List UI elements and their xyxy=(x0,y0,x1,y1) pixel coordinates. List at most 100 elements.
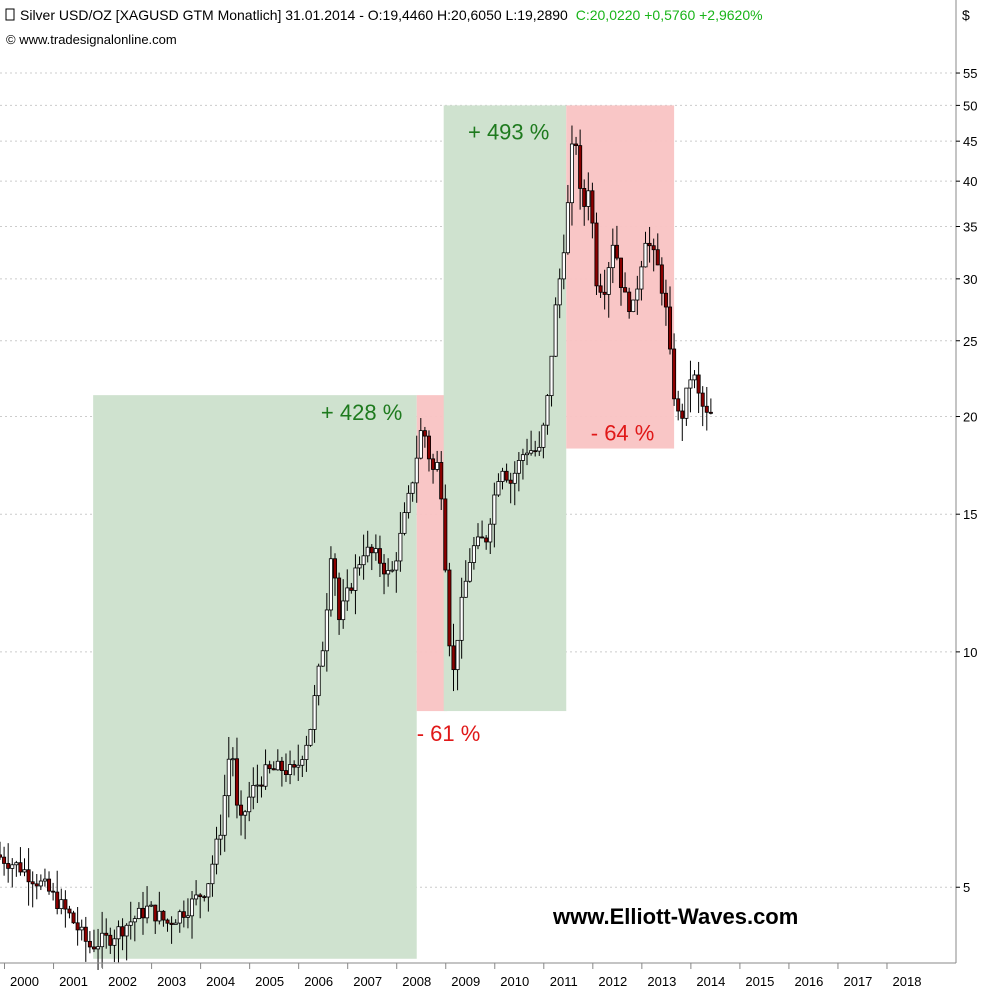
candle-body xyxy=(668,306,673,350)
y-tick-label-35: 35 xyxy=(963,220,977,235)
candle-body xyxy=(377,548,382,564)
candle xyxy=(525,438,530,466)
x-tick-label-2004: 2004 xyxy=(206,974,235,989)
candle xyxy=(672,333,677,406)
candle xyxy=(22,858,27,877)
candle-body xyxy=(463,580,468,598)
candle-body xyxy=(373,548,378,554)
candle xyxy=(451,623,456,692)
candle-body xyxy=(639,266,644,290)
candle xyxy=(606,261,611,318)
candle xyxy=(631,299,636,313)
candle xyxy=(386,558,391,587)
candle xyxy=(112,929,117,963)
candle xyxy=(659,257,664,306)
candle xyxy=(296,744,301,781)
candle-body xyxy=(414,457,419,484)
candle xyxy=(6,843,11,883)
candle-body xyxy=(610,244,615,269)
y-tick-label-45: 45 xyxy=(963,134,977,149)
candle xyxy=(63,890,68,928)
candle xyxy=(42,868,47,887)
percentage-zones xyxy=(93,105,675,959)
candle-body xyxy=(590,190,595,224)
candle xyxy=(333,553,338,596)
candle-body xyxy=(337,577,342,621)
candle-body xyxy=(165,919,170,924)
candle xyxy=(561,234,566,290)
candle-body xyxy=(426,435,431,460)
candle-body xyxy=(578,145,583,189)
candle xyxy=(398,512,403,572)
candle xyxy=(590,182,595,239)
candle-body xyxy=(263,764,268,787)
candle xyxy=(614,225,619,261)
candle-body xyxy=(145,905,150,919)
candle-body xyxy=(210,863,215,885)
x-tick-label-2018: 2018 xyxy=(893,974,922,989)
candle-body xyxy=(398,532,403,562)
candle-body xyxy=(247,796,252,813)
candle-body xyxy=(574,143,579,146)
candle xyxy=(541,422,546,459)
candle-body xyxy=(496,481,501,496)
candle-body xyxy=(304,744,309,760)
y-tick-label-50: 50 xyxy=(963,98,977,113)
candle xyxy=(279,756,284,787)
candle-body xyxy=(594,222,599,287)
x-tick-label-2001: 2001 xyxy=(59,974,88,989)
candle-body xyxy=(504,470,509,481)
candle-body xyxy=(136,907,141,920)
candle-body xyxy=(557,278,562,306)
candle-body xyxy=(308,729,313,746)
zone-label-3: - 64 % xyxy=(591,421,655,446)
candle xyxy=(38,874,43,891)
candle xyxy=(136,902,141,920)
candle-body xyxy=(696,374,701,394)
candle-body xyxy=(271,768,276,771)
x-tick-label-2012: 2012 xyxy=(598,974,627,989)
candle xyxy=(226,736,231,818)
candle xyxy=(394,552,399,593)
candle-body xyxy=(38,880,43,887)
candle-body xyxy=(63,899,68,910)
candle xyxy=(0,841,3,860)
candle-body xyxy=(508,479,513,484)
candle xyxy=(520,448,525,480)
candle xyxy=(194,880,199,906)
candle xyxy=(467,548,472,583)
candle-body xyxy=(467,562,472,582)
candle-body xyxy=(386,570,391,575)
candle xyxy=(349,582,354,594)
candle xyxy=(643,231,648,268)
candle xyxy=(402,502,407,536)
candle xyxy=(177,909,182,933)
candle-body xyxy=(243,811,248,816)
candle-body xyxy=(320,650,325,667)
candlesticks xyxy=(0,125,713,970)
candle-body xyxy=(492,494,497,525)
chart-header: Silver USD/OZ [XAGUSD GTM Monatlich] 31.… xyxy=(5,7,970,47)
candle-body xyxy=(643,242,648,268)
candle xyxy=(292,760,297,776)
candle xyxy=(2,846,7,876)
candle-body xyxy=(79,926,84,931)
candle xyxy=(263,749,268,790)
candle-body xyxy=(655,249,660,266)
candle xyxy=(500,467,505,490)
candle-body xyxy=(553,304,558,357)
candle xyxy=(173,919,178,925)
candle-body xyxy=(267,764,272,770)
candle-body xyxy=(565,202,570,254)
candle-body xyxy=(631,299,636,313)
y-tick-label-25: 25 xyxy=(963,334,977,349)
candle xyxy=(304,735,309,772)
candle-body xyxy=(680,410,685,419)
x-tick-label-2009: 2009 xyxy=(451,974,480,989)
x-tick-label-2003: 2003 xyxy=(157,974,186,989)
candle-body xyxy=(582,188,587,207)
candle-body xyxy=(112,938,117,946)
candle-body xyxy=(361,555,366,566)
candle xyxy=(545,394,550,435)
